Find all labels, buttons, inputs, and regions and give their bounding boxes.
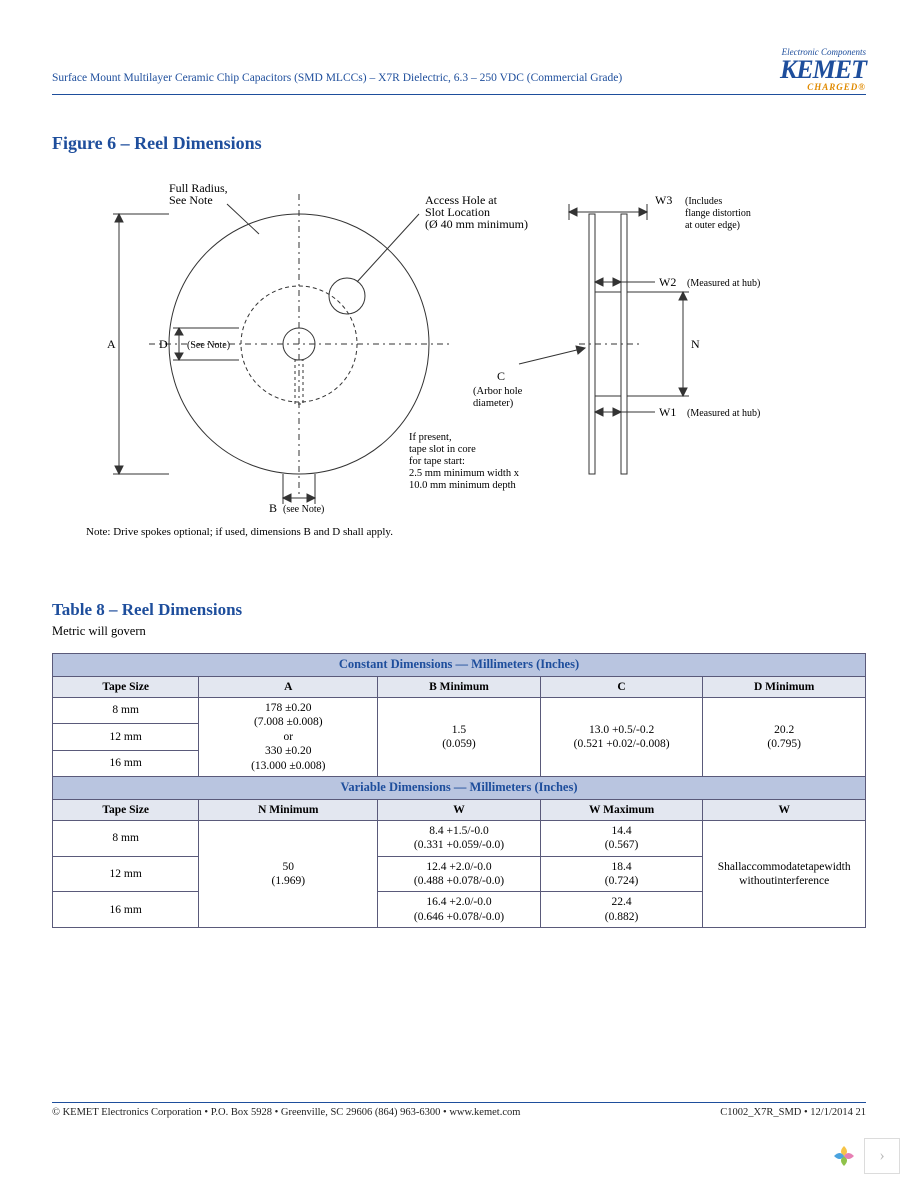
figure-note: Note: Drive spokes optional; if used, di…: [86, 526, 866, 538]
vcell-Wmax-8: 14.4(0.567): [540, 820, 703, 856]
vcell-Nmin: 50(1.969): [199, 820, 378, 927]
label-W3: W3: [655, 193, 672, 207]
label-B-note: (see Note): [283, 504, 324, 515]
table-title: Table 8 – Reel Dimensions: [52, 600, 866, 620]
vcell-Wmax-16: 22.4(0.882): [540, 892, 703, 928]
vcell-W-8: 8.4 +1.5/-0.0(0.331 +0.059/-0.0): [378, 820, 541, 856]
table-subnote: Metric will govern: [52, 624, 866, 639]
cell-size-12: 12 mm: [53, 724, 199, 750]
col-C: C: [540, 676, 703, 697]
vcell-size-16: 16 mm: [53, 892, 199, 928]
table-band-constant: Constant Dimensions — Millimeters (Inche…: [53, 654, 866, 677]
vcell-size-8: 8 mm: [53, 820, 199, 856]
label-N: N: [691, 337, 700, 351]
cell-size-16: 16 mm: [53, 750, 199, 776]
next-page-button[interactable]: ›: [864, 1138, 900, 1174]
label-C: C: [497, 369, 505, 383]
col2-Wnote: W: [703, 799, 866, 820]
col-Bmin: B Minimum: [378, 676, 541, 697]
label-C-note: (Arbor holediameter): [473, 386, 523, 409]
col2-tape-size: Tape Size: [53, 799, 199, 820]
doc-title: Surface Mount Multilayer Ceramic Chip Ca…: [52, 72, 622, 84]
label-D-note: (See Note): [187, 340, 230, 351]
chevron-right-icon: ›: [879, 1147, 884, 1165]
label-tape-slot: If present,tape slot in corefor tape sta…: [409, 432, 520, 491]
label-W2: W2: [659, 275, 676, 289]
label-A: A: [107, 337, 116, 351]
label-access-hole: Access Hole atSlot Location(Ø 40 mm mini…: [425, 193, 528, 231]
cell-size-8: 8 mm: [53, 698, 199, 724]
vcell-Wmax-12: 18.4(0.724): [540, 856, 703, 892]
viewer-logo-icon: [826, 1138, 862, 1174]
cell-Bmin: 1.5(0.059): [378, 698, 541, 777]
logo-tagline-bottom: CHARGED®: [780, 83, 866, 92]
label-D: D: [159, 337, 168, 351]
footer-right: C1002_X7R_SMD • 12/1/2014 21: [720, 1107, 866, 1118]
vcell-size-12: 12 mm: [53, 856, 199, 892]
label-B: B: [269, 501, 277, 515]
col2-W: W: [378, 799, 541, 820]
header: Surface Mount Multilayer Ceramic Chip Ca…: [52, 48, 866, 95]
logo-text: KEMET: [780, 57, 866, 83]
label-W3-note: (Includesflange distortionat outer edge): [685, 196, 751, 231]
page: Surface Mount Multilayer Ceramic Chip Ca…: [0, 0, 918, 1188]
label-W2-note: (Measured at hub): [687, 278, 760, 289]
label-full-radius: Full Radius,See Note: [169, 181, 228, 207]
col2-Nmin: N Minimum: [199, 799, 378, 820]
table-band-variable: Variable Dimensions — Millimeters (Inche…: [53, 776, 866, 799]
cell-A: 178 ±0.20(7.008 ±0.008)or330 ±0.20(13.00…: [199, 698, 378, 777]
vcell-W-12: 12.4 +2.0/-0.0(0.488 +0.078/-0.0): [378, 856, 541, 892]
label-W1-note: (Measured at hub): [687, 408, 760, 419]
reel-diagram: A D (See Note) B (see Note) C N W1 W2 W3…: [79, 164, 839, 524]
logo: Electronic Components KEMET CHARGED®: [780, 48, 866, 92]
footer-left: © KEMET Electronics Corporation • P.O. B…: [52, 1107, 520, 1118]
col-A: A: [199, 676, 378, 697]
reel-dimensions-table: Constant Dimensions — Millimeters (Inche…: [52, 653, 866, 928]
cell-Dmin: 20.2(0.795): [703, 698, 866, 777]
cell-C: 13.0 +0.5/-0.2(0.521 +0.02/-0.008): [540, 698, 703, 777]
col-Dmin: D Minimum: [703, 676, 866, 697]
vcell-W-16: 16.4 +2.0/-0.0(0.646 +0.078/-0.0): [378, 892, 541, 928]
figure-title: Figure 6 – Reel Dimensions: [52, 133, 866, 154]
label-W1: W1: [659, 405, 676, 419]
vcell-Wnote: Shallaccommodatetapewidth withoutinterfe…: [703, 820, 866, 927]
col2-Wmax: W Maximum: [540, 799, 703, 820]
col-tape-size: Tape Size: [53, 676, 199, 697]
footer: © KEMET Electronics Corporation • P.O. B…: [52, 1102, 866, 1118]
